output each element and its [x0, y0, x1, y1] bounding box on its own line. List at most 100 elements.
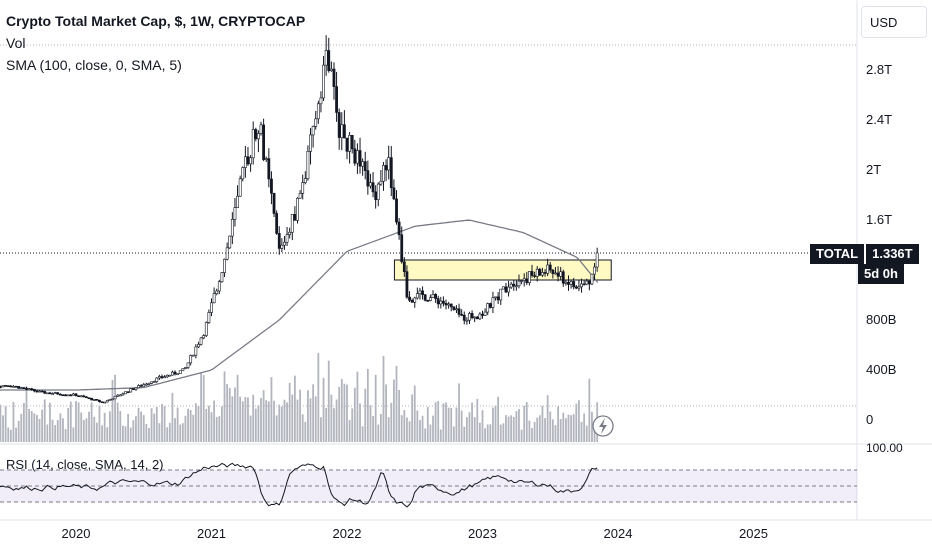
volume-bar: [257, 405, 260, 442]
volume-bar: [218, 416, 221, 442]
volume-bar: [30, 410, 33, 442]
volume-bar: [291, 394, 294, 442]
volume-bar: [171, 392, 174, 442]
candle-body: [27, 388, 31, 390]
candle-body: [345, 137, 349, 152]
volume-bar: [591, 411, 593, 442]
volume-bar: [416, 410, 419, 442]
volume-bar: [340, 378, 343, 442]
rsi-legend[interactable]: RSI (14, close, SMA, 14, 2): [6, 457, 164, 472]
legend-sma[interactable]: SMA (100, close, 0, SMA, 5): [6, 57, 182, 73]
candle-body: [509, 283, 513, 288]
candle-body: [191, 354, 195, 357]
candle-body: [483, 311, 487, 316]
volume-bar: [398, 389, 401, 442]
candle-body: [108, 399, 112, 401]
candle-body: [486, 303, 490, 313]
candle-body: [392, 187, 396, 200]
volume-bar: [575, 403, 578, 442]
candle-body: [19, 387, 23, 389]
candle-body: [402, 261, 406, 272]
candle-body: [387, 157, 391, 171]
volume-bar: [221, 406, 223, 442]
candle-body: [254, 129, 258, 140]
volume-bar: [585, 425, 588, 442]
time-axis: 2020 2021 2022 2023 2024 2025: [0, 519, 932, 541]
volume-bar: [43, 399, 46, 442]
candle-body: [569, 281, 573, 285]
volume-bar: [176, 407, 179, 442]
volume-bar: [299, 389, 301, 442]
candle-body: [444, 303, 448, 306]
x-tick-label: 2025: [739, 526, 768, 541]
volume-bar: [492, 407, 494, 442]
candle-body: [251, 129, 255, 159]
candle-body: [494, 296, 497, 299]
candle-body: [238, 178, 242, 197]
candle-body: [90, 397, 94, 401]
candle-body: [32, 388, 36, 392]
chart-legend: Crypto Total Market Cap, $, 1W, CRYPTOCA…: [6, 10, 305, 76]
volume-bar: [478, 422, 481, 442]
candle-body: [124, 391, 127, 395]
volume-bar: [541, 405, 544, 442]
candle-body: [379, 180, 383, 185]
candle-body: [306, 151, 310, 179]
volume-bar: [325, 407, 328, 442]
candle-body: [225, 247, 229, 260]
volume-bar: [333, 408, 335, 442]
candle-body: [0, 386, 2, 388]
volume-bar: [439, 429, 442, 442]
volume-bar: [239, 396, 242, 442]
volume-bar: [366, 368, 369, 442]
volume-bar: [551, 419, 554, 442]
volume-bar: [549, 411, 552, 442]
candle-body: [361, 161, 365, 167]
volume-bar: [562, 412, 565, 442]
candle-body: [277, 233, 281, 249]
candle-body: [176, 373, 180, 376]
volume-bar: [372, 416, 374, 442]
candle-body: [95, 399, 99, 401]
candle-body: [105, 400, 109, 403]
lightning-icon[interactable]: [592, 415, 614, 437]
candle-body: [408, 296, 411, 301]
volume-bar: [213, 400, 216, 442]
volume-bar: [557, 406, 559, 442]
volume-bar: [207, 405, 210, 442]
candle-body: [249, 157, 252, 165]
candle-body: [48, 392, 52, 395]
x-tick-label: 2021: [197, 526, 226, 541]
candle-body: [358, 150, 362, 167]
legend-vol[interactable]: Vol: [6, 35, 26, 51]
volume-bar: [200, 372, 202, 442]
volume-bar: [101, 425, 103, 442]
candle-body: [61, 394, 65, 397]
volume-bar: [249, 415, 252, 442]
candle-body: [197, 344, 200, 348]
candle-body: [40, 390, 44, 393]
volume-bar: [494, 405, 497, 442]
candle-body: [324, 50, 328, 66]
volume-bar: [455, 407, 458, 442]
candle-body: [316, 103, 320, 120]
candle-body: [17, 386, 21, 389]
volume-bar: [293, 375, 296, 442]
volume-bar: [231, 396, 234, 442]
volume-bar: [429, 424, 432, 442]
candle-body: [69, 394, 73, 397]
currency-button[interactable]: USD: [861, 6, 927, 38]
candle-body: [353, 148, 357, 164]
volume-bar: [56, 420, 59, 442]
candle-body: [9, 385, 13, 388]
candle-body: [1, 385, 5, 388]
volume-bar: [244, 397, 247, 442]
volume-bar: [518, 409, 520, 442]
volume-bar: [106, 427, 109, 442]
candle-body: [178, 370, 182, 375]
candle-body: [290, 214, 294, 233]
volume-bar: [578, 400, 580, 442]
volume-bar: [484, 428, 487, 442]
candle-body: [155, 377, 159, 382]
legend-title[interactable]: Crypto Total Market Cap, $, 1W, CRYPTOCA…: [6, 13, 306, 29]
